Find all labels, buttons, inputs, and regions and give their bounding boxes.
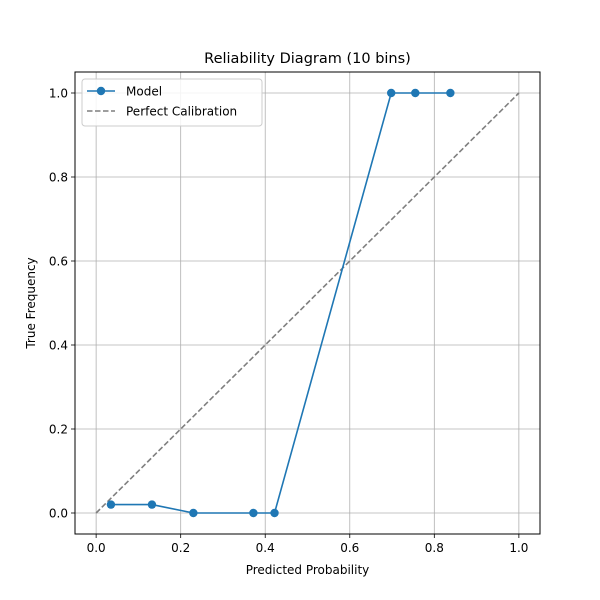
y-tick-label: 0.6 — [49, 255, 68, 269]
model-point — [189, 508, 198, 518]
x-tick-label: 0.6 — [340, 541, 359, 555]
chart-title: Reliability Diagram (10 bins) — [204, 51, 411, 67]
y-tick-label: 1.0 — [49, 87, 68, 101]
y-tick-label: 0.4 — [49, 339, 68, 353]
x-tick-label: 0.8 — [425, 541, 444, 555]
y-tick-label: 0.0 — [49, 507, 68, 521]
plot-series — [95, 88, 520, 518]
x-tick-label: 0.4 — [256, 541, 275, 555]
y-axis-label: True Frequency — [24, 257, 38, 349]
y-tick-label: 0.8 — [49, 171, 68, 185]
x-tick-label: 0.0 — [87, 541, 106, 555]
x-axis-label: Predicted Probability — [246, 563, 370, 577]
perfect-calibration-line — [95, 92, 520, 514]
model-point — [387, 88, 396, 98]
model-point — [147, 500, 157, 509]
grid — [75, 72, 540, 534]
plot-frame — [74, 71, 541, 535]
model-point — [446, 88, 455, 98]
ticks: 0.0 0.2 0.4 0.6 0.8 1.0 0.0 0.2 0.4 0.6 0.8 1.0 — [49, 87, 529, 556]
y-tick-label: 0.2 — [49, 423, 68, 437]
legend: Model Perfect Calibration — [81, 78, 263, 127]
model-point — [411, 88, 420, 98]
legend-perfect-calibration-label: Perfect Calibration — [126, 105, 237, 119]
legend-box — [81, 78, 263, 127]
legend-model-marker — [96, 86, 106, 96]
model-point — [106, 500, 116, 509]
model-point — [270, 508, 279, 518]
model-point — [249, 508, 258, 518]
x-tick-label: 1.0 — [509, 541, 528, 555]
legend-model-label: Model — [126, 85, 162, 99]
x-tick-label: 0.2 — [171, 541, 190, 555]
